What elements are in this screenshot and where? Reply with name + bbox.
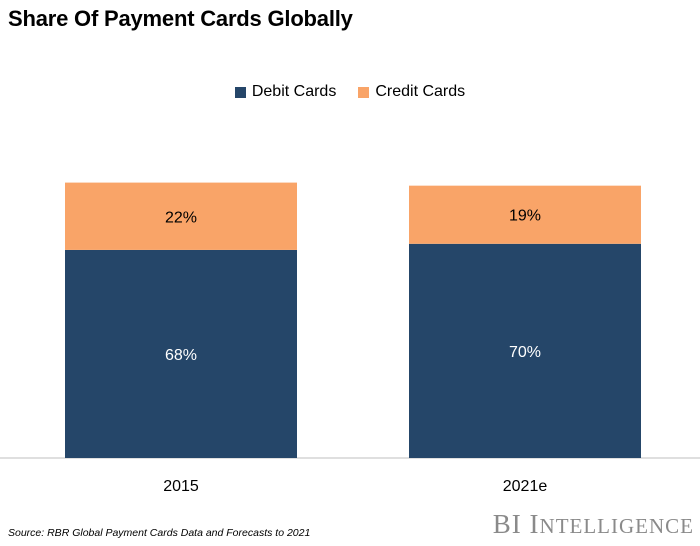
bar-credit-2015: [65, 182, 297, 250]
data-label-credit-2021e: 19%: [509, 208, 541, 225]
legend-item-credit: Credit Cards: [358, 83, 465, 101]
data-label-debit-2021e: 70%: [509, 344, 541, 361]
data-label-debit-2015: 68%: [165, 347, 197, 364]
legend-label-credit: Credit Cards: [375, 83, 466, 100]
x-tick-label-2021e: 2021e: [503, 478, 548, 495]
data-label-credit-2015: 22%: [165, 209, 197, 226]
x-tick-label-2015: 2015: [163, 478, 199, 495]
bar-debit-2015: [65, 249, 297, 458]
legend-label-debit: Debit Cards: [251, 83, 337, 100]
legend: Debit Cards Credit Cards: [0, 83, 700, 101]
bi-intelligence-logo: BI INTELLIGENCE: [493, 509, 694, 540]
bar-credit-2021e: [409, 185, 641, 244]
chart-title: Share Of Payment Cards Globally: [8, 6, 353, 31]
legend-swatch-debit: [234, 86, 246, 98]
brand-second-initial: I: [529, 509, 540, 539]
brand-first: BI: [492, 509, 522, 539]
legend-item-debit: Debit Cards: [234, 83, 337, 101]
bar-debit-2021e: [409, 243, 641, 458]
legend-swatch-credit: [358, 86, 370, 98]
source-note: Source: RBR Global Payment Cards Data an…: [8, 527, 311, 539]
brand-second-rest: NTELLIGENCE: [539, 514, 694, 538]
